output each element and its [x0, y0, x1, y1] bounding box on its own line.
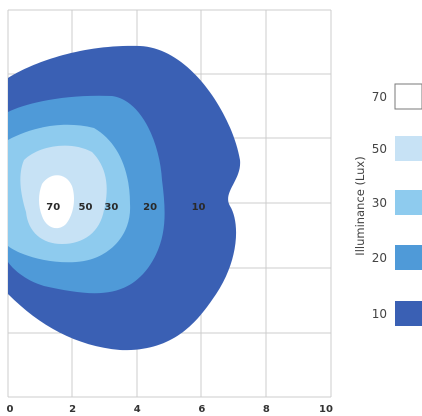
contour-label-10: 10 — [192, 202, 206, 213]
x-tick-label-4: 4 — [134, 404, 141, 415]
contour-labels: 70 50 30 20 10 — [46, 202, 205, 213]
legend-label-20: 20 — [372, 251, 387, 265]
contour-label-70: 70 — [46, 202, 60, 213]
legend-swatch-50 — [395, 136, 422, 161]
legend-label-70: 70 — [372, 90, 387, 104]
legend-label-30: 30 — [372, 196, 387, 210]
x-tick-label-10: 10 — [319, 404, 333, 415]
legend: Illuminance (Lux) 70 50 30 20 10 — [353, 83, 422, 326]
legend-title: Illuminance (Lux) — [353, 156, 367, 255]
legend-swatch-20 — [395, 245, 422, 270]
x-axis-ticks: 0 2 4 6 8 10 — [7, 404, 333, 415]
contour-label-20: 20 — [143, 202, 157, 213]
contour-band-70 — [39, 175, 74, 229]
contour-label-50: 50 — [79, 202, 93, 213]
x-tick-label-6: 6 — [198, 404, 205, 415]
x-tick-label-0: 0 — [7, 404, 14, 415]
x-tick-label-8: 8 — [263, 404, 270, 415]
x-tick-label-2: 2 — [69, 404, 76, 415]
legend-label-50: 50 — [372, 142, 387, 156]
legend-swatch-70 — [394, 83, 422, 110]
legend-swatch-10 — [395, 301, 422, 326]
legend-label-10: 10 — [372, 307, 387, 321]
contour-label-30: 30 — [104, 202, 118, 213]
legend-swatch-30 — [395, 190, 422, 215]
